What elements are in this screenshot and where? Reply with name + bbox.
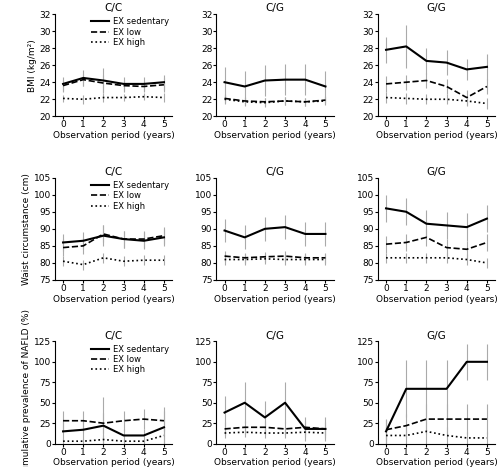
Title: G/G: G/G	[426, 3, 446, 13]
X-axis label: Observation period (years): Observation period (years)	[214, 458, 336, 467]
X-axis label: Observation period (years): Observation period (years)	[376, 131, 498, 140]
Legend: EX sedentary, EX low, EX high: EX sedentary, EX low, EX high	[89, 179, 170, 212]
Title: C/C: C/C	[104, 331, 122, 340]
Y-axis label: Cumulative prevalence of NAFLD (%): Cumulative prevalence of NAFLD (%)	[22, 309, 31, 467]
Title: C/C: C/C	[104, 3, 122, 13]
X-axis label: Observation period (years): Observation period (years)	[52, 458, 174, 467]
Y-axis label: BMI (kg/m²): BMI (kg/m²)	[28, 39, 36, 92]
Legend: EX sedentary, EX low, EX high: EX sedentary, EX low, EX high	[89, 16, 170, 49]
X-axis label: Observation period (years): Observation period (years)	[52, 131, 174, 140]
Title: C/G: C/G	[266, 3, 284, 13]
Legend: EX sedentary, EX low, EX high: EX sedentary, EX low, EX high	[89, 343, 170, 376]
Title: G/G: G/G	[426, 167, 446, 177]
Y-axis label: Waist circumstance (cm): Waist circumstance (cm)	[22, 173, 31, 285]
Title: G/G: G/G	[426, 331, 446, 340]
X-axis label: Observation period (years): Observation period (years)	[52, 295, 174, 304]
X-axis label: Observation period (years): Observation period (years)	[376, 295, 498, 304]
Title: C/G: C/G	[266, 167, 284, 177]
Title: C/C: C/C	[104, 167, 122, 177]
X-axis label: Observation period (years): Observation period (years)	[376, 458, 498, 467]
Title: C/G: C/G	[266, 331, 284, 340]
X-axis label: Observation period (years): Observation period (years)	[214, 131, 336, 140]
X-axis label: Observation period (years): Observation period (years)	[214, 295, 336, 304]
